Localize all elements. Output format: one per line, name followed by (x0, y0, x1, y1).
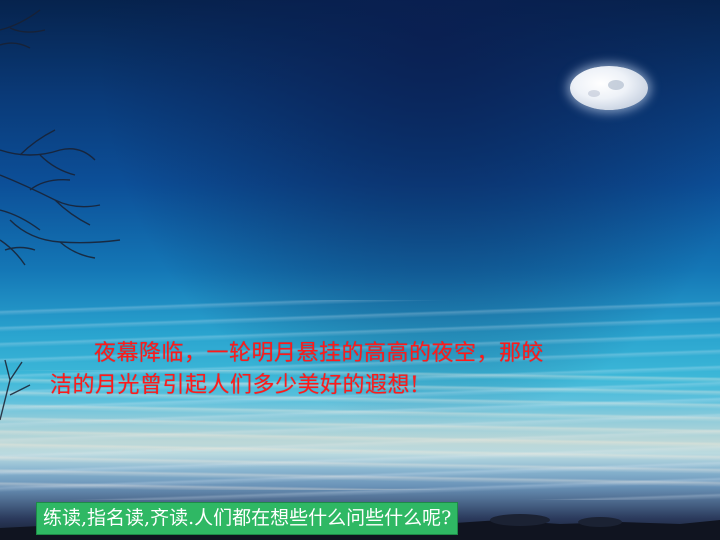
poem-line-1: 夜幕降临，一轮明月悬挂的高高的夜空，那皎 (94, 341, 545, 366)
moon-icon (570, 66, 648, 110)
cloud-streaks-lower (0, 370, 720, 490)
horizon-glow (0, 400, 720, 470)
tree-branches (0, 9, 121, 421)
cloud-streaks (0, 300, 720, 500)
poem-text: 夜幕降临，一轮明月悬挂的高高的夜空，那皎 洁的月光曾引起人们多少美好的遐想! (50, 338, 670, 402)
instruction-banner: 练读,指名读,齐读.人们都在想些什么问些什么呢? (36, 502, 459, 535)
poem-line-2: 洁的月光曾引起人们多少美好的遐想! (50, 373, 420, 398)
